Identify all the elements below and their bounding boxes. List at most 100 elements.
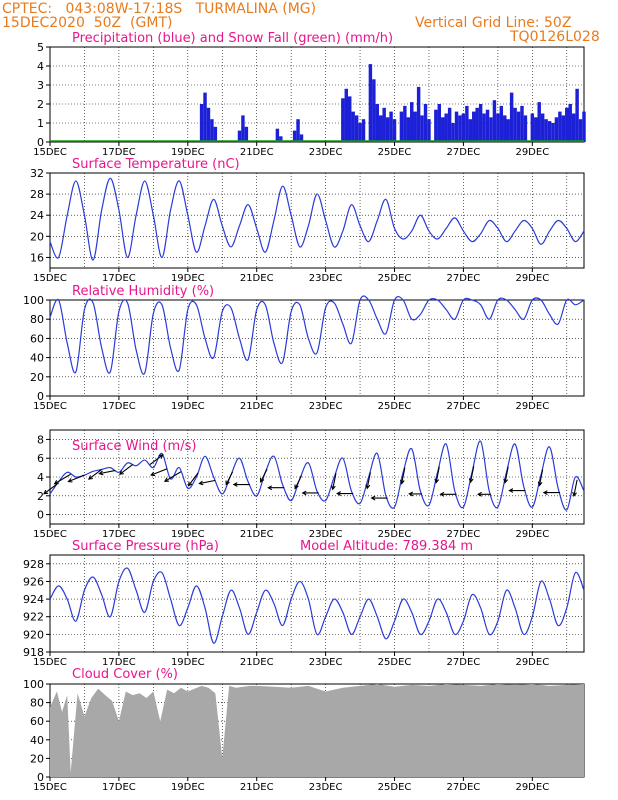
temp-xtick-label: 27DEC <box>447 273 481 284</box>
pressure-xtick-label: 21DEC <box>240 657 274 668</box>
cloud-xtick-label: 29DEC <box>515 782 549 793</box>
precip-bar <box>203 92 207 142</box>
pressure-ytick-label: 924 <box>23 593 44 606</box>
precip-bar <box>551 123 555 142</box>
wind-arrow-head <box>301 490 307 496</box>
precip-bar <box>540 113 545 142</box>
wind-arrow-head <box>98 470 104 476</box>
wind-arrow <box>401 467 406 484</box>
rh-title: Relative Humidity (%) <box>72 284 215 299</box>
precip-xtick-label: 17DEC <box>102 147 136 158</box>
precip-xtick-label: 25DEC <box>378 147 412 158</box>
wind-arrow-head <box>408 491 414 497</box>
wind-arrow <box>470 465 475 483</box>
pressure-frame <box>49 554 585 653</box>
precip-bar <box>451 123 455 142</box>
precip-bar <box>496 113 500 142</box>
rh-panel: 0 20 40 60 80 100 15DEC 17DEC 19DEC 21DEC 23DEC 25D… <box>23 294 585 412</box>
pressure-xtick-label: 23DEC <box>309 657 343 668</box>
cloud-xtick-label: 21DEC <box>240 782 274 793</box>
precip-bar <box>461 113 466 142</box>
wind-arrow-head <box>370 495 376 501</box>
cloud-ytick-label: 20 <box>30 752 44 765</box>
precip-bar <box>379 115 383 142</box>
precip-ytick-label: 4 <box>37 60 44 73</box>
precip-bar <box>482 113 486 142</box>
precip-bar <box>375 104 380 142</box>
wind-arrow <box>149 454 164 466</box>
pressure-xtick-label: 27DEC <box>447 657 481 668</box>
wind-arrow-head <box>53 480 59 485</box>
temp-frame <box>49 172 585 269</box>
wind-arrow-head <box>331 485 336 491</box>
pressure-ytick-label: 926 <box>23 575 44 588</box>
pressure-xtick-label: 19DEC <box>171 657 205 668</box>
pressure-xtick-label: 29DEC <box>515 657 549 668</box>
wind-arrow-head <box>365 484 371 490</box>
rh-xtick-label: 25DEC <box>378 401 412 412</box>
cloud-ytick-label: 60 <box>30 715 44 728</box>
cloud-title: Cloud Cover (%) <box>72 667 178 682</box>
wind-arrow-head <box>87 475 93 480</box>
temp-ytick-label: 16 <box>30 251 44 264</box>
rh-ytick-label: 80 <box>30 313 44 326</box>
precip-bar <box>530 113 535 142</box>
precip-ytick-label: 5 <box>37 41 44 54</box>
precip-bar <box>509 92 514 142</box>
wind-arrow-head <box>198 480 204 486</box>
wind-arrow-head <box>434 478 440 484</box>
precip-ytick-label: 3 <box>37 79 44 92</box>
precip-bar <box>427 119 431 142</box>
wind-arrow <box>538 469 544 486</box>
precip-bar <box>575 88 579 142</box>
wind-arrow-head <box>336 491 341 496</box>
rh-frame <box>49 299 585 397</box>
wind-arrow <box>68 474 85 483</box>
wind-arrow <box>43 483 58 495</box>
precip-ytick-label: 0 <box>37 136 44 149</box>
precip-bar <box>582 111 586 142</box>
precip-bar <box>410 102 414 142</box>
precip-bar <box>358 123 362 142</box>
precip-xtick-label: 15DEC <box>33 147 67 158</box>
precip-bar <box>458 115 462 142</box>
cloud-xtick-label: 25DEC <box>378 782 412 793</box>
precip-bar <box>351 111 355 142</box>
precip-bar <box>547 121 552 142</box>
pressure-subtitle: Model Altitude: 789.384 m <box>300 539 474 554</box>
temp-series-line <box>49 177 585 261</box>
precip-bar <box>472 111 476 142</box>
wind-arrow-head <box>537 481 543 487</box>
precip-bar <box>561 115 566 142</box>
precip-bar <box>210 119 214 142</box>
pressure-xtick-label: 17DEC <box>102 657 136 668</box>
precip-bar <box>237 130 242 142</box>
temp-xtick-label: 19DEC <box>171 273 205 284</box>
precip-bar <box>489 117 493 142</box>
wind-arrow-head <box>158 454 164 459</box>
precip-bar <box>403 105 407 142</box>
wind-arrow-head <box>67 478 73 483</box>
wind-ytick-label: 8 <box>37 433 44 446</box>
wind-xtick-label: 17DEC <box>102 529 136 540</box>
precip-ytick-label: 1 <box>37 117 44 130</box>
wind-xtick-label: 15DEC <box>33 529 67 540</box>
precip-title: Precipitation (blue) and Snow Fall (gree… <box>72 31 394 46</box>
wind-ytick-label: 4 <box>37 471 44 484</box>
wind-arrow-head <box>294 484 299 490</box>
wind-arrow <box>99 469 116 475</box>
wind-ytick-label: 0 <box>37 509 44 522</box>
rh-series-line <box>49 295 585 375</box>
pressure-ytick-label: 922 <box>23 611 44 624</box>
wind-arrow <box>294 475 302 489</box>
header-datetime: 15DEC2020 50Z (GMT) <box>2 15 173 31</box>
pressure-ytick-label: 928 <box>23 558 44 571</box>
precip-xtick-label: 27DEC <box>447 147 481 158</box>
precip-bar <box>485 109 490 142</box>
rh-ytick-label: 40 <box>30 352 44 365</box>
wind-arrow-head <box>163 477 169 482</box>
wind-xtick-label: 23DEC <box>309 529 343 540</box>
precip-frame <box>49 46 585 143</box>
wind-xtick-label: 19DEC <box>171 529 205 540</box>
